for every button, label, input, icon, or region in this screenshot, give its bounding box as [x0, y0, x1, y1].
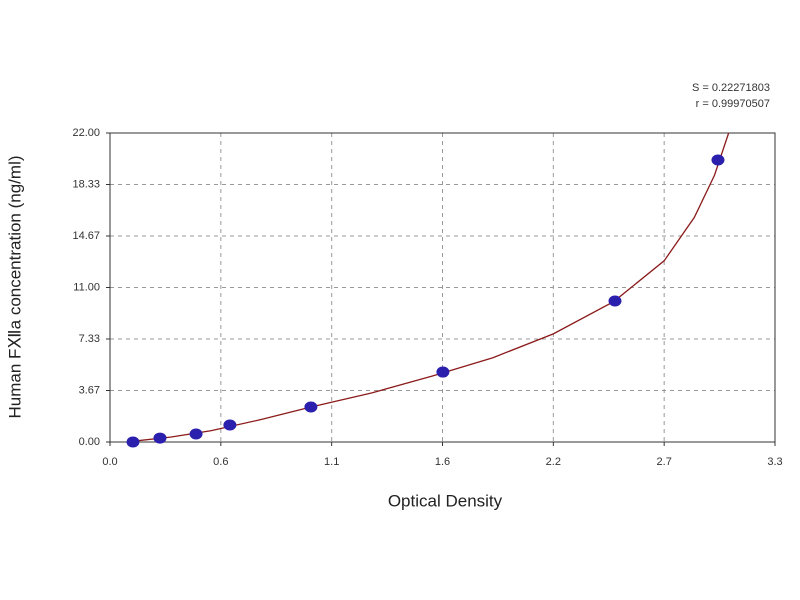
data-point [711, 154, 725, 166]
plot-frame [109, 132, 776, 443]
x-tick-label: 1.6 [435, 456, 450, 468]
fit-curve [132, 133, 730, 442]
y-tick-label: 3.67 [79, 384, 100, 396]
y-tick-label: 11.00 [73, 281, 100, 293]
x-tick-label: 1.1 [324, 456, 339, 468]
x-tick-label: 0.6 [213, 456, 228, 468]
x-tick-label: 0.0 [102, 456, 117, 468]
x-axis-title: Optical Density [388, 491, 503, 510]
x-tick-label: 3.3 [767, 456, 782, 468]
y-tick-label: 7.33 [79, 333, 100, 345]
data-point [126, 436, 140, 448]
data-point [153, 432, 167, 444]
data-point [304, 401, 318, 413]
x-tick-label: 2.7 [657, 456, 672, 468]
y-tick-label: 22.00 [72, 127, 100, 139]
y-tick-label: 14.67 [72, 230, 100, 242]
annotation: r = 0.99970507 [696, 98, 770, 110]
data-point [223, 419, 237, 431]
data-point [189, 428, 203, 440]
x-tick-label: 2.2 [546, 456, 561, 468]
y-tick-label: 0.00 [79, 436, 100, 448]
annotation: S = 0.22271803 [692, 82, 770, 94]
data-point [608, 295, 622, 307]
data-point [436, 366, 450, 378]
y-axis-title: Human FⅫa concentration (ng/ml) [5, 155, 24, 418]
y-tick-label: 18.33 [72, 178, 100, 190]
fit-group [132, 133, 730, 442]
